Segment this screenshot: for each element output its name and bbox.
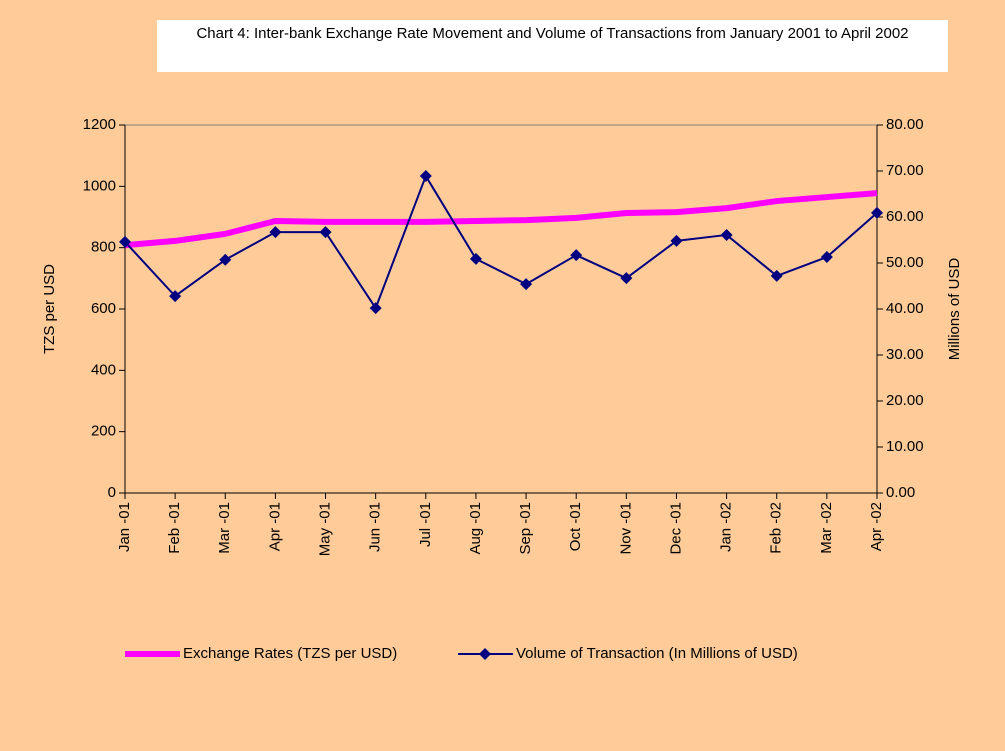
y-tick-label: 600 bbox=[91, 300, 116, 317]
y2-tick-label: 60.00 bbox=[886, 208, 924, 225]
x-tick-label: Sep -01 bbox=[517, 502, 534, 555]
data-point bbox=[419, 170, 432, 183]
y2-tick-label: 0.00 bbox=[886, 484, 915, 501]
y-tick-label: 0 bbox=[108, 484, 116, 501]
legend-label: Exchange Rates (TZS per USD) bbox=[183, 645, 397, 662]
data-point bbox=[520, 278, 533, 291]
x-tick-label: Jul -01 bbox=[417, 502, 434, 547]
x-tick-label: Oct -01 bbox=[567, 502, 584, 551]
x-tick-label: Aug -01 bbox=[467, 502, 484, 555]
y-axis-title: TZS per USD bbox=[41, 264, 58, 354]
data-point bbox=[169, 290, 182, 303]
y2-tick-label: 80.00 bbox=[886, 116, 924, 133]
y2-axis-title: Millions of USD bbox=[946, 258, 963, 361]
data-point bbox=[670, 234, 683, 247]
x-tick-label: Jun -01 bbox=[367, 502, 384, 552]
y2-tick-label: 20.00 bbox=[886, 392, 924, 409]
data-point bbox=[770, 269, 783, 282]
y2-tick-label: 30.00 bbox=[886, 346, 924, 363]
data-point bbox=[219, 253, 232, 266]
data-point bbox=[319, 226, 332, 239]
series-line bbox=[124, 190, 878, 249]
x-tick-label: Mar -01 bbox=[216, 502, 233, 554]
data-point bbox=[269, 226, 282, 239]
y2-tick-label: 70.00 bbox=[886, 162, 924, 179]
x-tick-label: Feb -02 bbox=[768, 502, 785, 554]
x-tick-label: Feb -01 bbox=[166, 502, 183, 554]
y-tick-label: 1200 bbox=[83, 116, 116, 133]
data-point bbox=[469, 252, 482, 265]
x-tick-label: Nov -01 bbox=[617, 502, 634, 555]
data-point bbox=[369, 302, 382, 315]
x-tick-label: Dec -01 bbox=[667, 502, 684, 555]
x-tick-label: Mar -02 bbox=[818, 502, 835, 554]
data-point bbox=[871, 206, 883, 219]
x-tick-label: Jan -02 bbox=[718, 502, 735, 552]
x-tick-label: Jan -01 bbox=[116, 502, 133, 552]
series-line bbox=[124, 175, 878, 310]
y2-tick-label: 50.00 bbox=[886, 254, 924, 271]
data-point bbox=[620, 272, 633, 285]
x-tick-label: Apr -02 bbox=[868, 502, 885, 551]
y-tick-label: 1000 bbox=[83, 177, 116, 194]
y2-tick-label: 40.00 bbox=[886, 300, 924, 317]
y-tick-label: 400 bbox=[91, 361, 116, 378]
data-point bbox=[820, 251, 833, 264]
y2-tick-label: 10.00 bbox=[886, 438, 924, 455]
data-point bbox=[720, 228, 733, 241]
data-point bbox=[570, 249, 583, 262]
data-point bbox=[119, 235, 131, 248]
y-tick-label: 800 bbox=[91, 239, 116, 256]
x-tick-label: May -01 bbox=[317, 502, 334, 556]
y-tick-label: 200 bbox=[91, 423, 116, 440]
legend-marker bbox=[479, 648, 491, 660]
legend-label: Volume of Transaction (In Millions of US… bbox=[516, 645, 798, 662]
chart-title: Chart 4: Inter-bank Exchange Rate Moveme… bbox=[157, 20, 948, 72]
x-tick-label: Apr -01 bbox=[266, 502, 283, 551]
